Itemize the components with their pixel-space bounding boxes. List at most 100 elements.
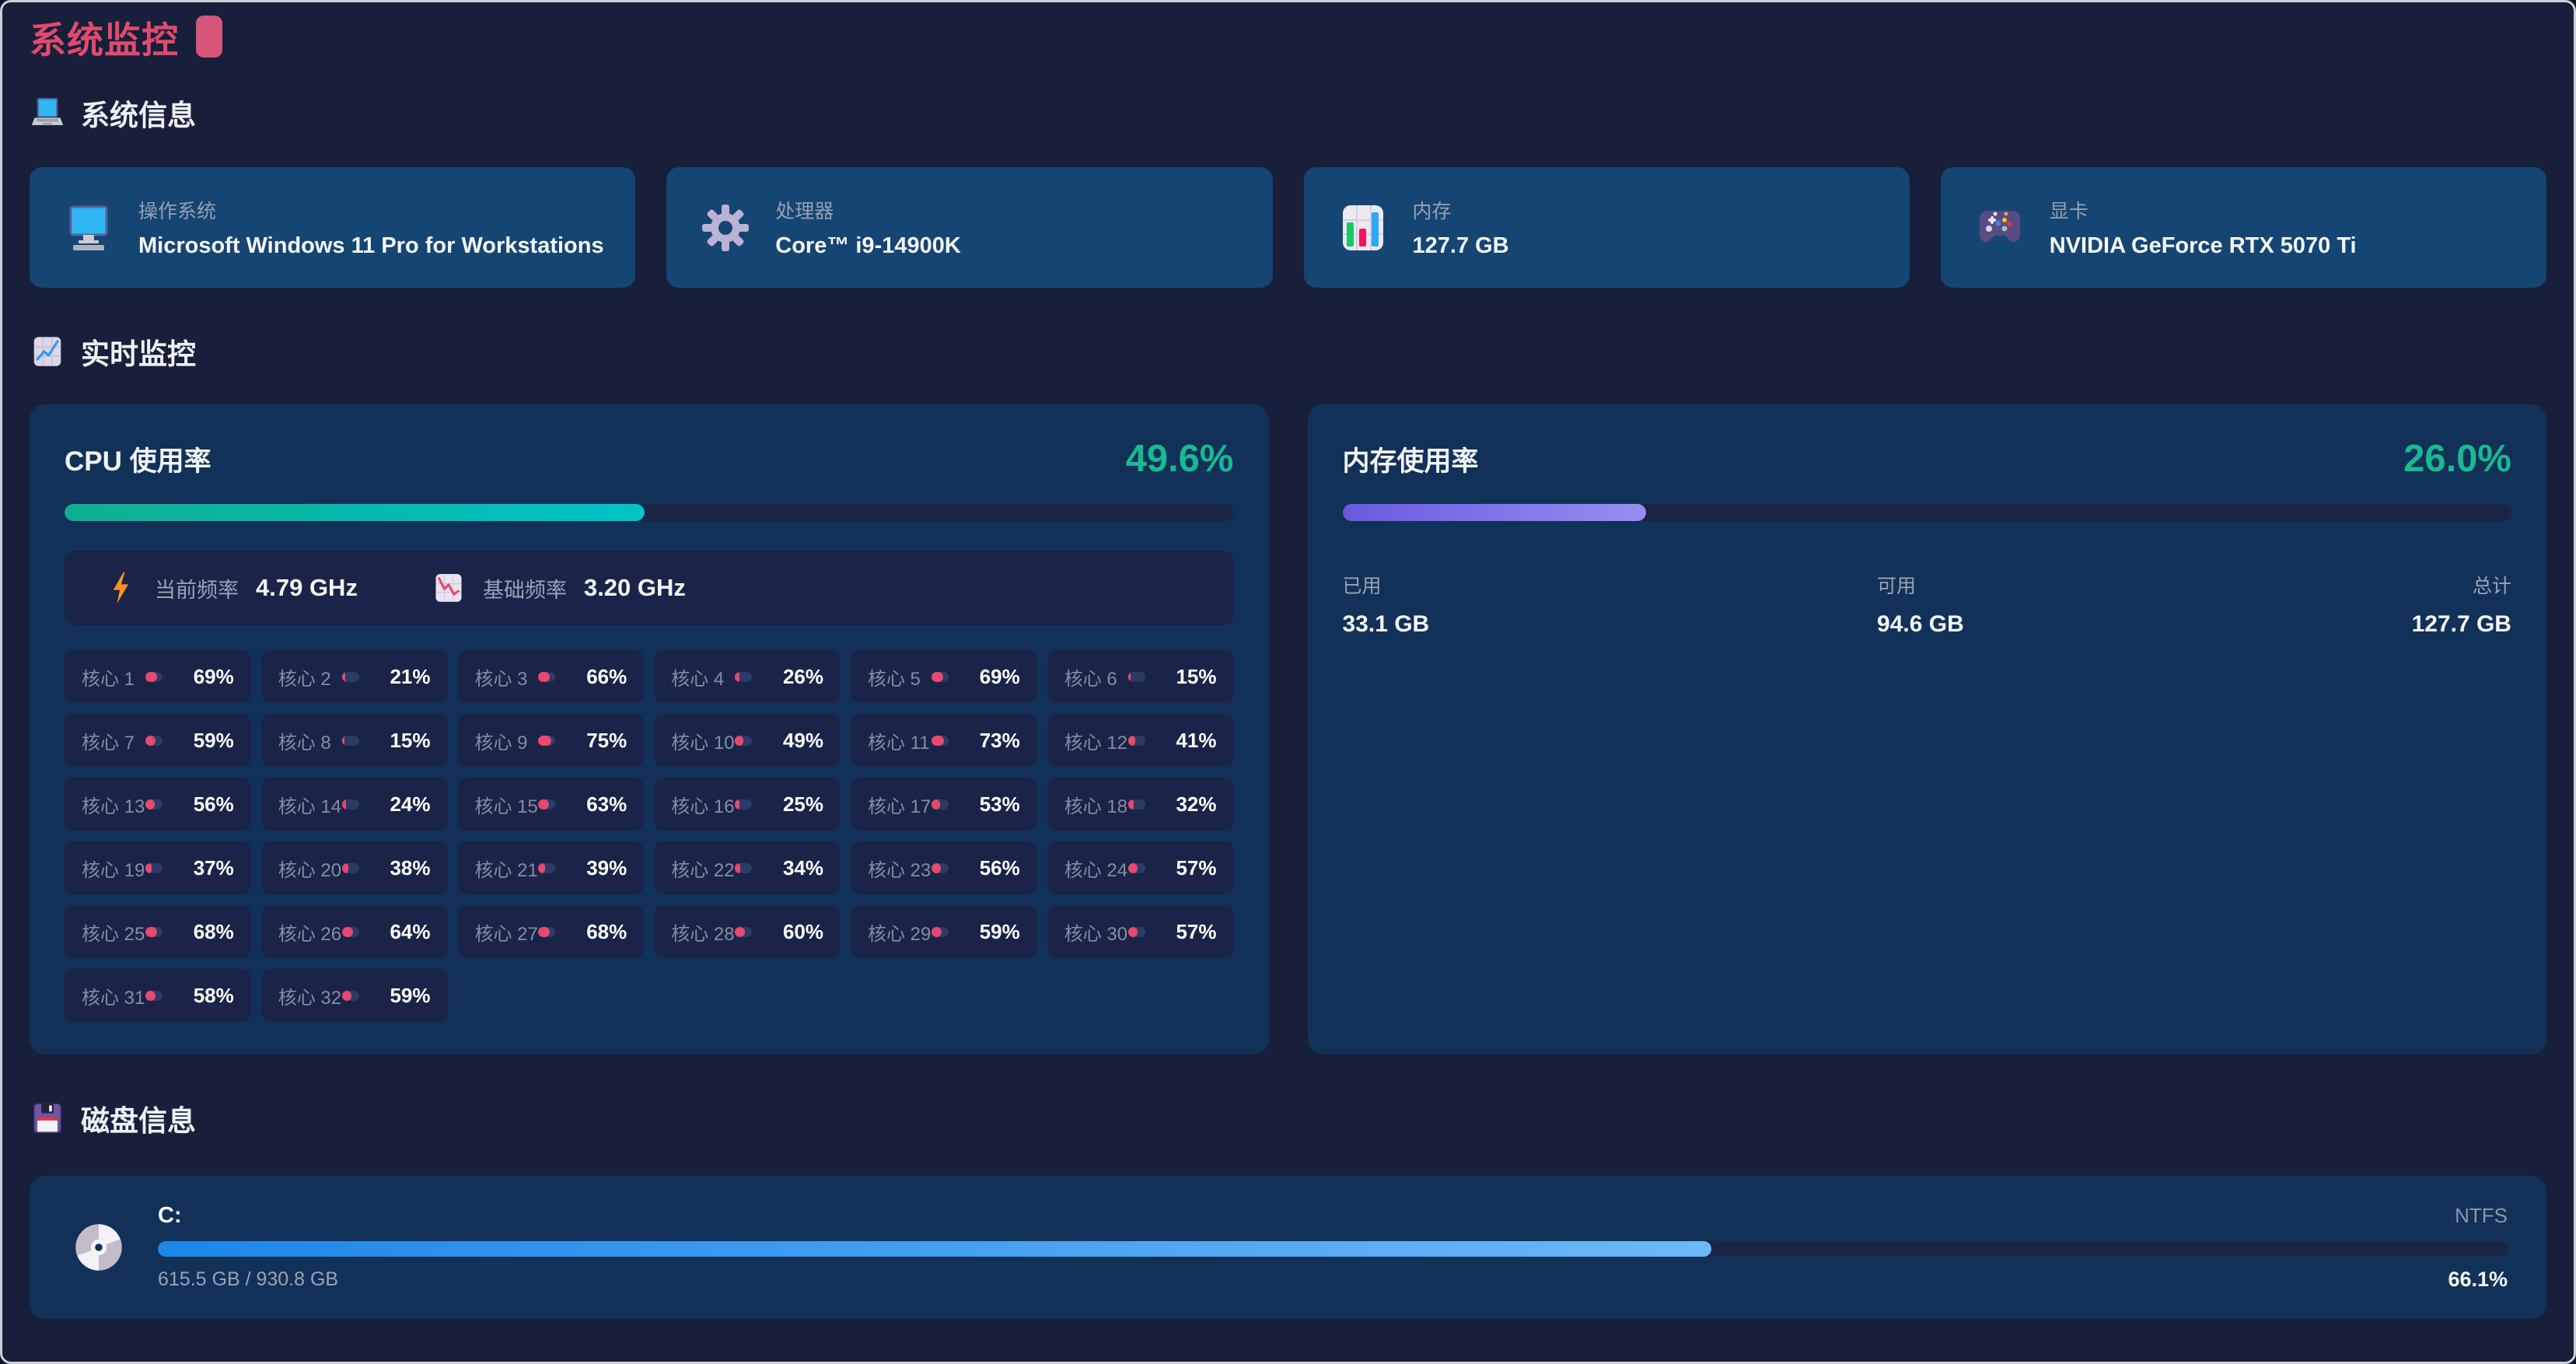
core-label: 核心 7 xyxy=(82,732,135,754)
disk-body: C: NTFS 615.5 GB / 930.8 GB 66.1% xyxy=(158,1203,2508,1292)
gear-icon xyxy=(702,204,750,251)
cpu-core-chip: 核心 28 60% xyxy=(654,905,841,958)
core-mini-bar xyxy=(145,799,163,810)
core-label: 核心 22 xyxy=(671,859,735,881)
core-mini-bar-fill xyxy=(538,926,551,937)
core-mini-bar xyxy=(341,926,359,937)
cpu-core-chip: 核心 5 69% xyxy=(851,650,1037,703)
memory-used-col: 已用 33.1 GB xyxy=(1343,571,1430,638)
core-label: 核心 17 xyxy=(868,796,931,817)
core-mini-bar xyxy=(538,735,556,746)
core-mini-bar xyxy=(1127,799,1145,810)
core-percent: 37% xyxy=(193,855,234,880)
cpu-core-chip: 核心 32 59% xyxy=(260,969,448,1022)
page-title: 系统监控 xyxy=(30,19,179,61)
cpu-usage-title: CPU 使用率 xyxy=(65,446,211,477)
monitor-row: CPU 使用率 49.6% 当前频率 4.79 GHz xyxy=(30,404,2546,1054)
chart-up-icon xyxy=(33,337,61,366)
card-label: 内存 xyxy=(1412,201,1452,222)
core-mini-bar-fill xyxy=(735,799,739,810)
desktop-icon xyxy=(69,205,108,250)
core-label: 核心 20 xyxy=(278,859,342,881)
core-label: 核心 3 xyxy=(474,668,528,690)
core-mini-bar-fill xyxy=(735,862,741,873)
core-mini-bar-fill xyxy=(341,990,352,1001)
core-percent: 32% xyxy=(1176,792,1217,816)
cpu-core-chip: 核心 9 75% xyxy=(457,714,645,767)
core-label: 核心 25 xyxy=(82,923,145,945)
core-mini-bar xyxy=(1127,735,1145,746)
section-title: 磁盘信息 xyxy=(81,1105,196,1137)
core-mini-bar xyxy=(735,799,752,810)
realtime-header: 实时监控 xyxy=(30,333,2546,370)
core-percent: 73% xyxy=(979,728,1020,752)
system-info-cards: 操作系统 Microsoft Windows 11 Pro for Workst… xyxy=(30,167,2546,288)
core-percent: 34% xyxy=(782,855,823,880)
core-mini-bar-fill xyxy=(735,926,746,937)
core-label: 核心 26 xyxy=(278,923,342,945)
core-mini-bar xyxy=(1127,926,1145,937)
core-label: 核心 19 xyxy=(82,859,145,881)
base-frequency-label: 基础频率 xyxy=(482,578,567,602)
core-mini-bar xyxy=(931,671,949,682)
core-mini-bar xyxy=(145,926,163,937)
core-percent: 64% xyxy=(390,919,431,943)
core-label: 核心 21 xyxy=(474,859,538,881)
core-label: 核心 6 xyxy=(1064,668,1117,690)
core-mini-bar xyxy=(145,862,163,873)
core-label: 核心 32 xyxy=(278,987,342,1009)
core-mini-bar-fill xyxy=(145,799,156,810)
cpu-core-chip: 核心 14 24% xyxy=(260,778,448,831)
core-mini-bar xyxy=(931,862,949,873)
core-mini-bar-fill xyxy=(931,735,944,746)
core-label: 核心 30 xyxy=(1064,923,1128,945)
core-percent: 68% xyxy=(193,919,234,943)
drive-name: C: xyxy=(158,1203,182,1228)
core-label: 核心 16 xyxy=(671,796,735,817)
core-percent: 57% xyxy=(1176,919,1217,943)
current-frequency-value: 4.79 GHz xyxy=(256,574,358,601)
core-mini-bar-fill xyxy=(735,735,743,746)
cpu-core-chip: 核心 22 34% xyxy=(654,841,841,894)
core-mini-bar-fill xyxy=(931,926,942,937)
card-value: Microsoft Windows 11 Pro for Workstation… xyxy=(138,233,604,258)
drive-usage-percent: 66.1% xyxy=(2448,1268,2508,1291)
core-percent: 15% xyxy=(390,728,431,752)
core-percent: 59% xyxy=(390,983,431,1007)
memory-available-value: 94.6 GB xyxy=(1877,611,1964,637)
core-percent: 56% xyxy=(193,792,234,816)
base-frequency-value: 3.20 GHz xyxy=(583,574,686,601)
core-mini-bar-fill xyxy=(1127,671,1131,682)
core-percent: 57% xyxy=(1176,855,1217,880)
memory-usage-fill xyxy=(1342,504,1647,521)
core-percent: 26% xyxy=(782,664,823,688)
card-label: 处理器 xyxy=(775,201,834,222)
core-mini-bar xyxy=(145,990,163,1001)
core-label: 核心 13 xyxy=(82,796,145,817)
card-value: 127.7 GB xyxy=(1412,233,1509,258)
memory-total-label: 总计 xyxy=(2472,575,2511,597)
cpu-core-chip: 核心 29 59% xyxy=(851,905,1037,958)
section-title: 实时监控 xyxy=(81,338,196,370)
core-mini-bar xyxy=(931,799,949,810)
memory-chart-icon xyxy=(1342,205,1383,250)
laptop-icon xyxy=(31,97,64,125)
core-mini-bar xyxy=(538,926,556,937)
core-mini-bar-fill xyxy=(341,862,348,873)
card-text: 操作系统 Microsoft Windows 11 Pro for Workst… xyxy=(138,196,604,259)
cpu-core-chip: 核心 20 38% xyxy=(260,841,448,894)
cpu-core-chip: 核心 1 69% xyxy=(65,650,251,703)
memory-details: 已用 33.1 GB 可用 94.6 GB 总计 127.7 GB xyxy=(1343,571,2512,638)
memory-used-value: 33.1 GB xyxy=(1342,611,1430,637)
core-mini-bar-fill xyxy=(145,990,156,1001)
memory-panel: 内存使用率 26.0% 已用 33.1 GB 可用 94.6 GB 总计 127… xyxy=(1307,404,2546,1054)
cpu-core-chip: 核心 16 25% xyxy=(654,778,841,831)
os-card: 操作系统 Microsoft Windows 11 Pro for Workst… xyxy=(30,167,636,288)
cpu-card: 处理器 Core™ i9-14900K xyxy=(666,167,1273,288)
card-text: 显卡 NVIDIA GeForce RTX 5070 Ti xyxy=(2050,196,2357,259)
card-text: 内存 127.7 GB xyxy=(1413,196,1509,259)
core-label: 核心 2 xyxy=(278,668,331,690)
core-mini-bar-fill xyxy=(1127,735,1135,746)
core-percent: 58% xyxy=(193,983,234,1007)
core-mini-bar-fill xyxy=(145,926,157,937)
